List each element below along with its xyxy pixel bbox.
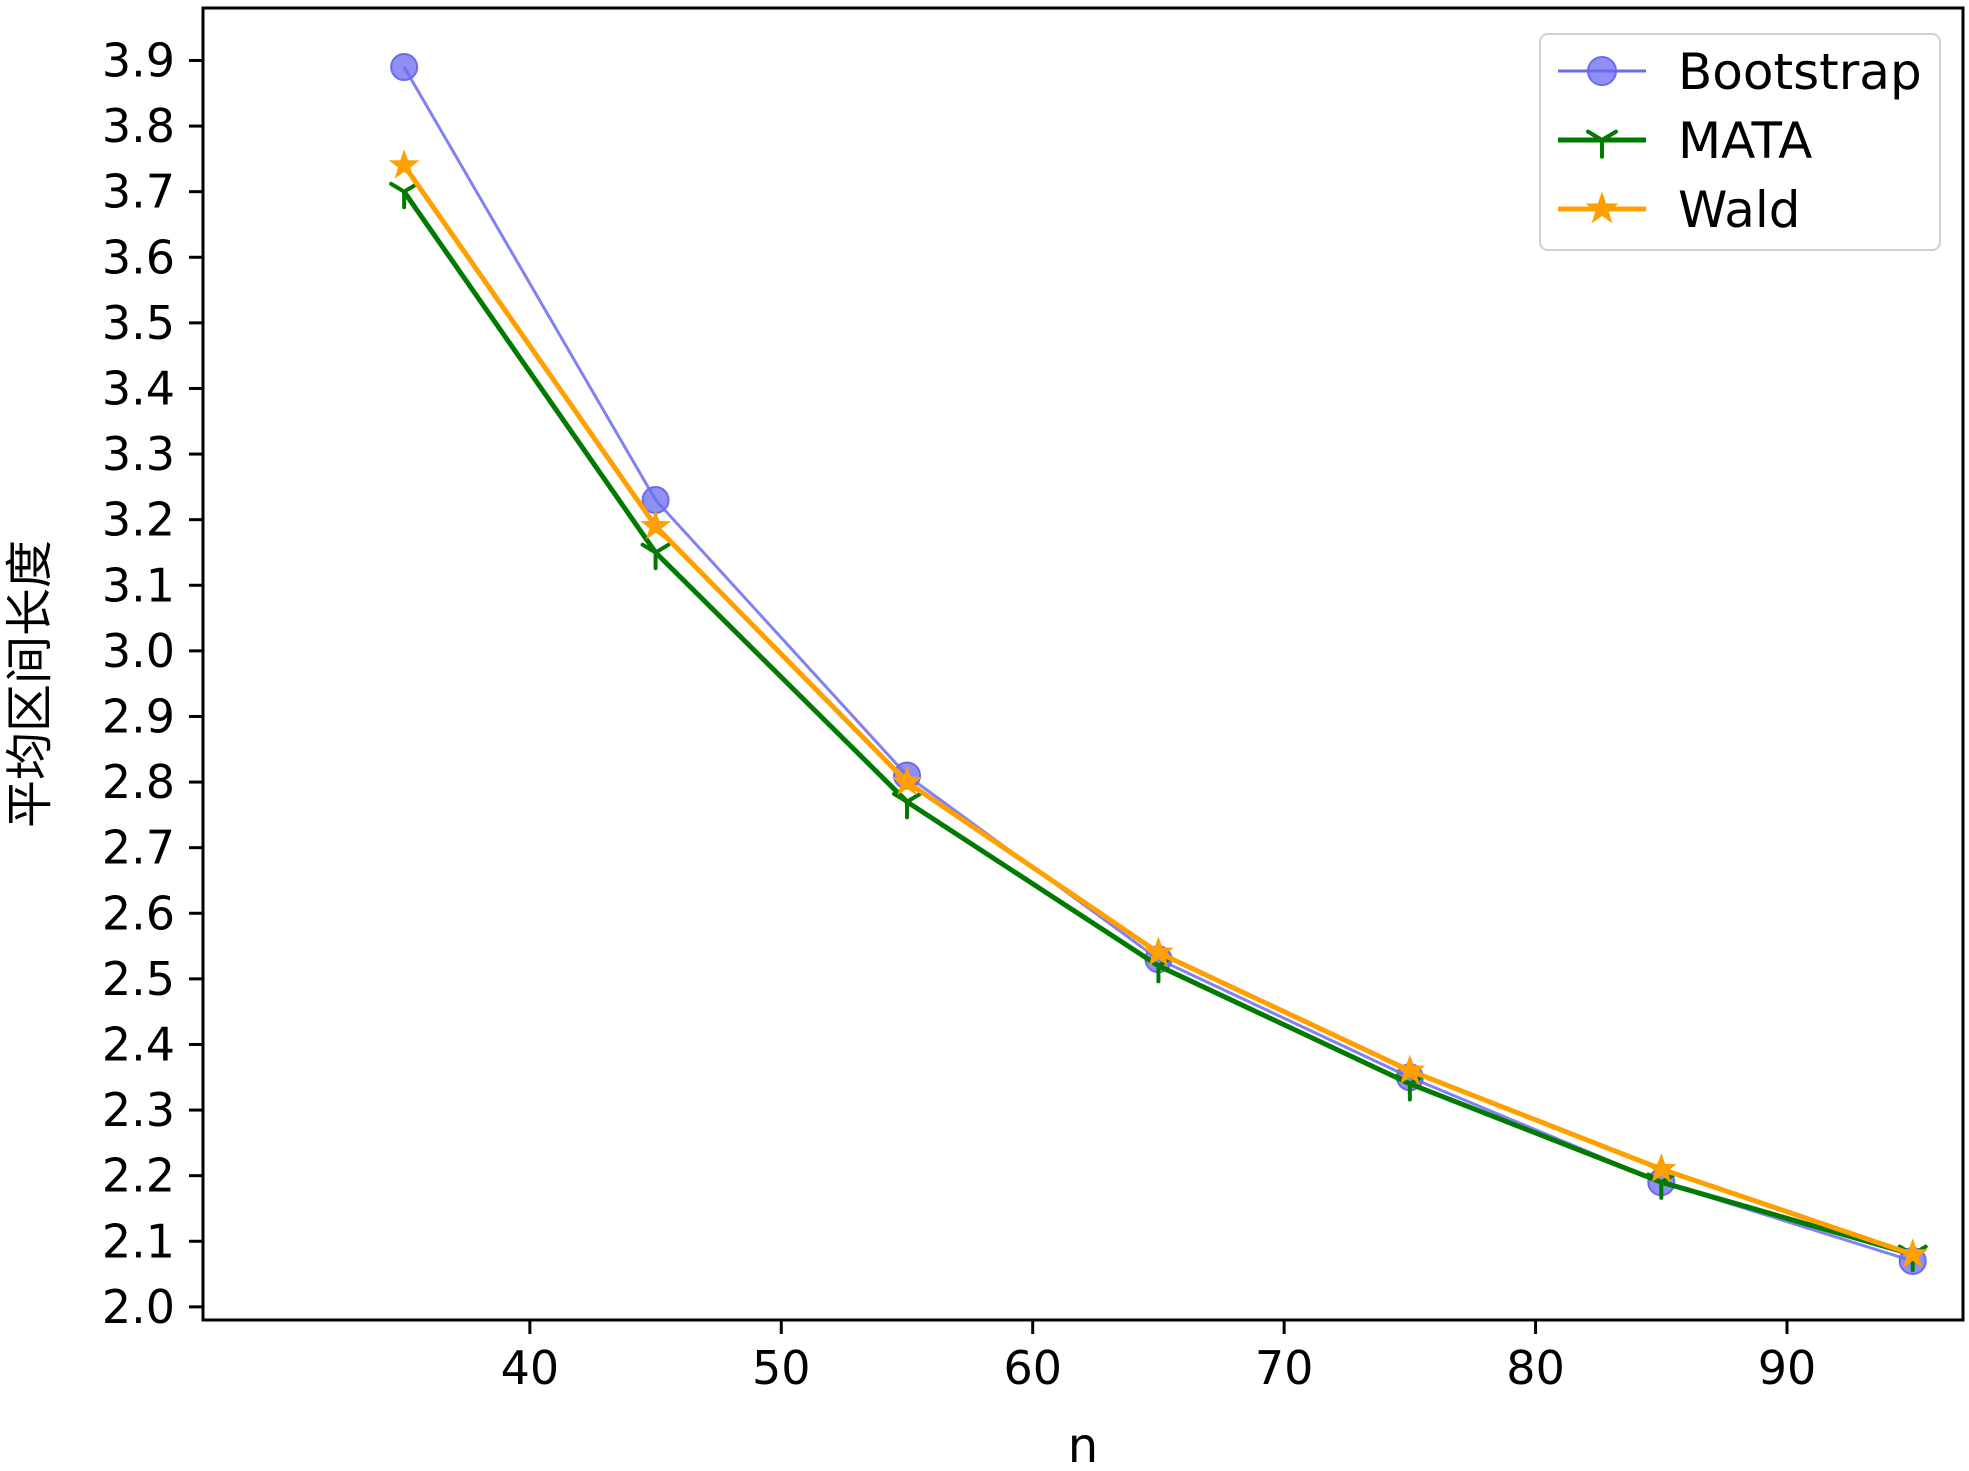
y-tick-label: 3.8 — [102, 99, 175, 153]
tri-down-marker — [640, 542, 671, 571]
y-tick-label: 2.0 — [102, 1280, 175, 1334]
star-marker — [1897, 1238, 1929, 1268]
ticks-layer: 40 50 60 70 80 90 2.0 2.1 2.2 2.3 2.4 2.5 2.6 2.7 2.8 2… — [102, 33, 1816, 1395]
legend-label-wald: Wald — [1678, 181, 1801, 239]
x-tick-label: 90 — [1758, 1341, 1817, 1395]
legend-label-bootstrap: Bootstrap — [1678, 43, 1922, 101]
x-tick-label: 40 — [501, 1341, 560, 1395]
legend: Bootstrap MATA Wald — [1539, 33, 1941, 251]
y-tick-label: 3.0 — [102, 624, 175, 678]
y-tick-label: 2.7 — [102, 821, 175, 875]
y-axis-label: 平均区间长度 — [2, 540, 58, 828]
y-tick-label: 3.5 — [102, 296, 175, 350]
series-layer — [388, 53, 1929, 1275]
star-marker — [1143, 936, 1174, 966]
legend-box — [1539, 33, 1941, 251]
y-tick-label: 3.4 — [102, 361, 175, 415]
circle-marker — [1587, 56, 1617, 86]
series-line — [402, 163, 1914, 1257]
x-tick-label: 80 — [1506, 1341, 1565, 1395]
y-tick-label: 2.6 — [102, 886, 175, 940]
star-marker — [1585, 191, 1619, 224]
legend-marker-mata — [1586, 129, 1618, 159]
x-axis-label: n — [1068, 1418, 1098, 1467]
y-tick-label: 3.7 — [102, 165, 175, 219]
y-tick-label: 2.3 — [102, 1083, 175, 1137]
series-wald — [388, 149, 1929, 1268]
y-tick-label: 2.4 — [102, 1017, 175, 1071]
tri-down-marker — [892, 791, 922, 820]
legend-marker-bootstrap — [1587, 56, 1617, 86]
series-mata — [389, 181, 1928, 1272]
y-tick-label: 2.5 — [102, 952, 175, 1006]
y-tick-label: 2.9 — [102, 689, 175, 743]
y-tick-label: 3.6 — [102, 230, 175, 284]
y-tick-label: 3.1 — [102, 558, 175, 612]
tri-down-marker — [1586, 129, 1618, 159]
series-line — [402, 190, 1914, 1257]
y-tick-label: 2.2 — [102, 1149, 175, 1203]
star-marker — [388, 149, 420, 179]
star-marker — [640, 510, 671, 540]
x-tick-label: 50 — [752, 1341, 811, 1395]
plot-frame — [201, 6, 1965, 1322]
y-tick-label: 3.3 — [102, 427, 175, 481]
x-tick-label: 60 — [1003, 1341, 1062, 1395]
circle-marker — [390, 53, 419, 82]
star-marker — [1394, 1054, 1426, 1084]
star-marker — [1645, 1152, 1677, 1183]
y-tick-label: 2.1 — [102, 1214, 175, 1268]
y-tick-label: 2.8 — [102, 755, 175, 809]
x-tick-label: 70 — [1255, 1341, 1314, 1395]
star-marker — [891, 765, 923, 796]
legend-marker-wald — [1585, 191, 1619, 224]
y-tick-label: 3.2 — [102, 493, 175, 547]
legend-label-mata: MATA — [1678, 112, 1812, 170]
y-tick-label: 3.9 — [102, 33, 175, 87]
